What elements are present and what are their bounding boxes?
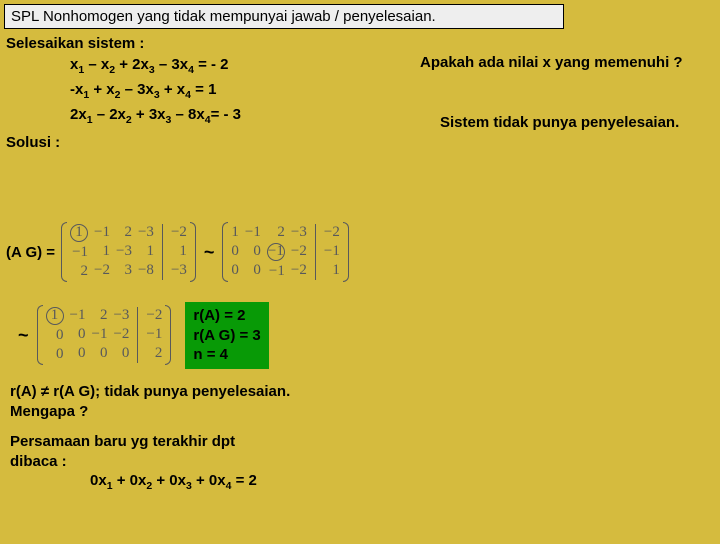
conclusion-right: Sistem tidak punya penyelesaian. <box>440 114 679 131</box>
title-box: SPL Nonhomogen yang tidak mempunyai jawa… <box>4 4 564 29</box>
question-right: Apakah ada nilai x yang memenuhi ? <box>420 54 683 71</box>
instruction: Selesaikan sistem : <box>6 35 720 52</box>
concl1: r(A) ≠ r(A G); tidak punya penyelesaian. <box>10 382 290 402</box>
tilde-2: ~ <box>18 325 29 346</box>
solusi-label: Solusi : <box>6 134 720 151</box>
matrix-row-1: (A G) = 1−12 −11−2 2−33 −31−8 −21−3 ~ 10… <box>6 222 349 282</box>
tilde-1: ~ <box>204 242 215 263</box>
green-l2: r(A G) = 3 <box>193 326 260 346</box>
last1: Persamaan baru yg terakhir dpt <box>10 432 257 452</box>
ag-label: (A G) = <box>6 244 55 261</box>
matrix-row-2: ~ 100 −100 2−10 −3−20 −2−12 r(A) = 2 r(A… <box>10 302 269 369</box>
concl2: Mengapa ? <box>10 402 290 422</box>
last-eq: 0x1 + 0x2 + 0x3 + 0x4 = 2 <box>90 471 257 494</box>
green-l3: n = 4 <box>193 345 260 365</box>
matrix-3: 100 −100 2−10 −3−20 −2−12 <box>37 305 172 365</box>
green-l1: r(A) = 2 <box>193 306 260 326</box>
eq2: -x1 + x2 – 3x3 + x4 = 1 <box>70 79 720 104</box>
matrix-1: 1−12 −11−2 2−33 −31−8 −21−3 <box>61 222 196 282</box>
last-block: Persamaan baru yg terakhir dpt dibaca : … <box>10 432 257 494</box>
green-box: r(A) = 2 r(A G) = 3 n = 4 <box>185 302 268 369</box>
matrix-2: 100 −100 2−1−1 −3−2−2 −2−11 <box>222 222 348 282</box>
conclusion-block: r(A) ≠ r(A G); tidak punya penyelesaian.… <box>10 382 290 421</box>
title-text: SPL Nonhomogen yang tidak mempunyai jawa… <box>11 8 436 25</box>
last2: dibaca : <box>10 452 257 472</box>
